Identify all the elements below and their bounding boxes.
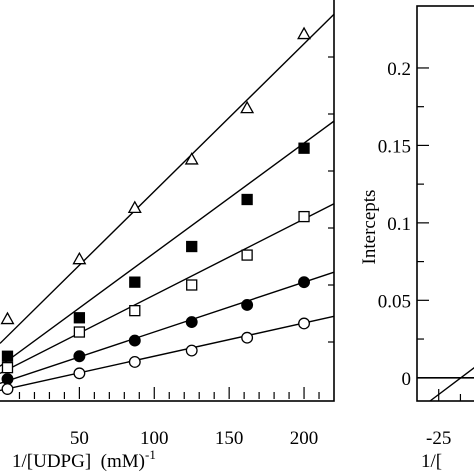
left-data-point [186, 279, 198, 291]
left-data-point [185, 316, 198, 329]
left-x-axis-label-superscript: -1 [145, 447, 156, 462]
left-x-tick-label: 100 [140, 428, 169, 449]
left-data-point [297, 26, 312, 40]
left-data-point [298, 142, 310, 154]
right-fit-line [429, 367, 474, 402]
right-x-tick-label: -25 [426, 428, 451, 449]
left-data-point [1, 361, 14, 374]
left-data-point [0, 311, 15, 325]
left-fit-line [0, 203, 335, 374]
left-data-point [186, 240, 198, 253]
left-x-tick-label: 200 [290, 428, 319, 449]
left-fit-line [0, 120, 335, 367]
left-plot-frame [0, 0, 335, 402]
right-y-tick-label: 0 [402, 369, 412, 390]
left-data-point [73, 350, 86, 363]
left-data-point [73, 326, 86, 338]
left-tick-marks [18, 56, 334, 399]
left-data-point [128, 334, 141, 347]
left-data-point [298, 210, 310, 223]
left-fit-line [0, 271, 335, 384]
left-data-point [73, 367, 86, 380]
left-data-point [1, 383, 14, 395]
left-data-points [0, 26, 312, 395]
left-data-point [185, 344, 198, 357]
left-x-axis-label-text: 1/[UDPG] (mM) [12, 451, 145, 472]
left-data-point [184, 152, 199, 165]
left-data-point [241, 249, 253, 261]
right-tick-labels: 00.050.10.150.2-250 [378, 59, 452, 449]
left-data-point [298, 276, 310, 289]
left-fit-line [0, 315, 335, 392]
left-x-tick-label: 50 [70, 428, 89, 449]
right-y-tick-label: 0.05 [378, 291, 411, 312]
left-data-point [241, 299, 254, 311]
left-chart-panel: 50 100 150 200 1/[UDPG] (mM)-1 [0, 0, 335, 472]
right-plot-frame [416, 5, 474, 402]
right-tick-marks [417, 67, 462, 401]
left-data-point [129, 276, 141, 288]
left-data-point [241, 331, 254, 344]
right-x-axis-label: 1/[ [421, 451, 442, 472]
left-data-point [72, 251, 87, 265]
right-y-axis-label: Intercepts [359, 190, 380, 265]
left-x-axis-label: 1/[UDPG] (mM)-1 [12, 447, 156, 472]
left-data-point [1, 350, 14, 362]
left-data-point [240, 100, 255, 114]
left-data-point [1, 373, 14, 386]
right-y-tick-label: 0.1 [387, 214, 411, 235]
right-zero-lines [417, 376, 474, 379]
left-x-tick-labels: 50 100 150 200 [70, 428, 318, 449]
left-data-point [241, 193, 253, 206]
left-data-point [73, 312, 86, 324]
left-x-tick-label: 150 [215, 428, 244, 449]
left-fit-lines [0, 13, 335, 392]
left-data-point [129, 304, 141, 317]
right-y-tick-label: 0.15 [378, 136, 411, 157]
right-y-tick-label: 0.2 [387, 59, 411, 80]
left-data-point [127, 200, 142, 214]
left-fit-line [0, 13, 335, 344]
right-chart-panel: 00.050.10.150.2-250 Intercepts 1/[ [359, 5, 474, 472]
right-fit-lines [429, 367, 474, 402]
left-data-point [298, 317, 310, 330]
left-data-point [128, 356, 141, 368]
